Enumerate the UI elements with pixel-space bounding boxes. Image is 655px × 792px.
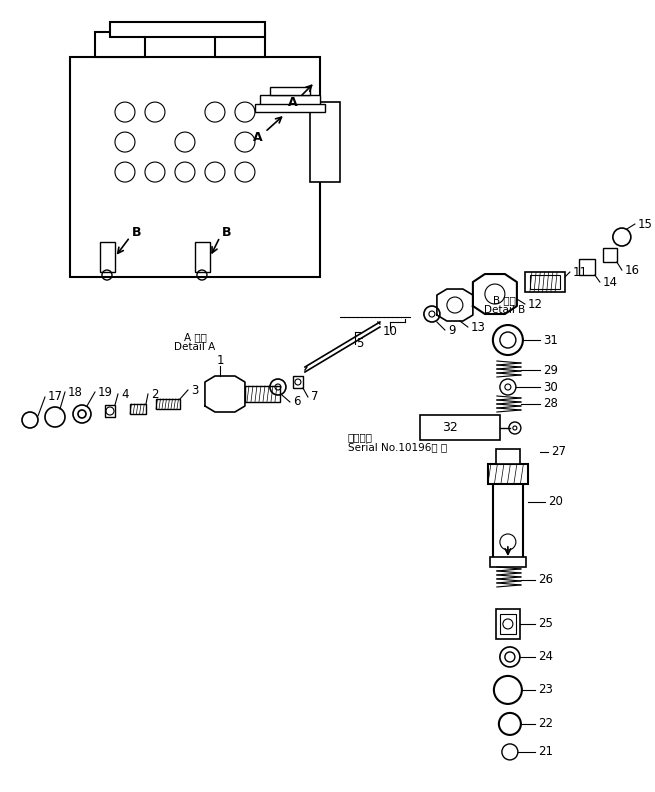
Text: 31: 31 bbox=[543, 333, 558, 347]
Bar bbox=[530, 275, 560, 289]
Text: 11: 11 bbox=[573, 265, 588, 279]
Bar bbox=[310, 102, 340, 182]
Text: B 詳細: B 詳細 bbox=[493, 295, 516, 305]
Text: 27: 27 bbox=[551, 445, 566, 459]
Bar bbox=[70, 57, 320, 277]
Text: Detail B: Detail B bbox=[484, 305, 525, 315]
Text: 24: 24 bbox=[538, 650, 553, 664]
Bar bbox=[156, 399, 180, 409]
Text: 20: 20 bbox=[548, 496, 563, 508]
Bar bbox=[100, 242, 115, 272]
Text: 12: 12 bbox=[528, 298, 543, 310]
Bar bbox=[525, 272, 565, 292]
Text: 19: 19 bbox=[98, 386, 113, 398]
Bar bbox=[95, 32, 145, 57]
Text: 17: 17 bbox=[48, 390, 63, 403]
Text: 適用号機: 適用号機 bbox=[348, 432, 373, 442]
Text: Serial No.10196～ ・: Serial No.10196～ ・ bbox=[348, 442, 447, 452]
Bar bbox=[579, 259, 595, 275]
Bar bbox=[215, 32, 265, 57]
Text: 7: 7 bbox=[311, 390, 318, 403]
Text: 21: 21 bbox=[538, 745, 553, 759]
Bar bbox=[130, 404, 146, 414]
Bar bbox=[500, 614, 516, 634]
Text: 22: 22 bbox=[538, 718, 553, 730]
Text: B: B bbox=[132, 226, 141, 238]
Text: B: B bbox=[222, 226, 232, 238]
Bar bbox=[496, 449, 520, 464]
Bar bbox=[245, 386, 280, 402]
Text: A: A bbox=[288, 96, 298, 109]
Text: Detail A: Detail A bbox=[174, 342, 215, 352]
Text: 26: 26 bbox=[538, 573, 553, 586]
Bar bbox=[105, 405, 115, 417]
Bar bbox=[420, 415, 500, 440]
Text: 13: 13 bbox=[471, 321, 486, 333]
Text: 3: 3 bbox=[191, 383, 198, 397]
Text: 10: 10 bbox=[383, 325, 398, 338]
Bar bbox=[195, 242, 210, 272]
Text: 15: 15 bbox=[638, 218, 653, 230]
Text: 4: 4 bbox=[121, 387, 128, 401]
Text: 29: 29 bbox=[543, 364, 558, 376]
Bar bbox=[488, 464, 528, 484]
Text: A 詳細: A 詳細 bbox=[183, 332, 206, 342]
Text: 2: 2 bbox=[151, 387, 159, 401]
Bar bbox=[496, 609, 520, 639]
Text: 14: 14 bbox=[603, 276, 618, 288]
Text: 6: 6 bbox=[293, 395, 301, 409]
Text: 1: 1 bbox=[216, 354, 224, 367]
Bar bbox=[293, 376, 303, 388]
Text: 30: 30 bbox=[543, 380, 557, 394]
Text: 5: 5 bbox=[356, 337, 364, 350]
Text: 16: 16 bbox=[625, 264, 640, 276]
Bar bbox=[260, 95, 320, 107]
Bar bbox=[110, 22, 265, 37]
Bar bbox=[270, 87, 310, 95]
Text: 18: 18 bbox=[68, 386, 83, 398]
Bar bbox=[603, 248, 617, 262]
Text: 28: 28 bbox=[543, 398, 558, 410]
Text: 25: 25 bbox=[538, 618, 553, 630]
Text: A: A bbox=[253, 131, 263, 143]
Bar bbox=[490, 557, 526, 567]
Bar bbox=[493, 482, 523, 562]
Text: 32: 32 bbox=[442, 421, 458, 435]
Bar bbox=[255, 104, 325, 112]
Text: 9: 9 bbox=[448, 323, 455, 337]
Text: 23: 23 bbox=[538, 683, 553, 696]
